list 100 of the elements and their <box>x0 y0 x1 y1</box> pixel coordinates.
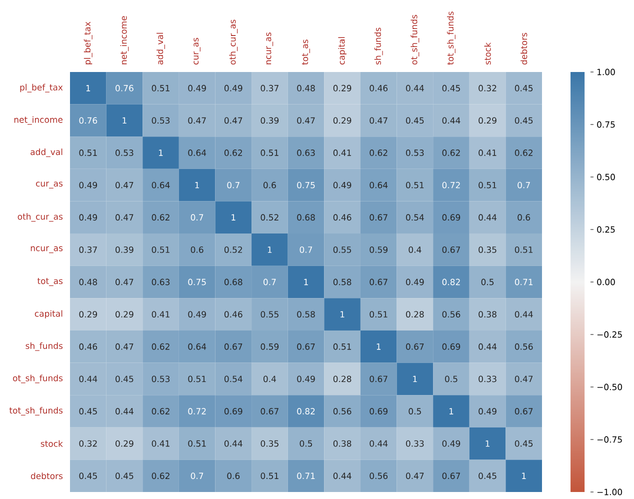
color-bar-label: 0.25 <box>597 226 615 233</box>
data-label: 0.44 <box>333 472 352 480</box>
data-label: 0.69 <box>442 343 460 350</box>
data-label: 0.56 <box>514 343 533 350</box>
data-label: 0.71 <box>297 472 315 480</box>
data-label: 0.38 <box>478 311 496 318</box>
data-label: 0.76 <box>79 117 98 124</box>
data-label: 0.72 <box>442 182 460 188</box>
data-label: 0.7 <box>190 472 204 480</box>
data-label: 0.41 <box>152 440 170 447</box>
data-label: 0.44 <box>370 440 388 447</box>
data-label: 0.33 <box>406 440 424 447</box>
x-tick-label: ot_sh_funds <box>410 14 420 64</box>
data-label: 0.29 <box>333 117 352 124</box>
data-label: 0.44 <box>442 117 460 124</box>
data-label: 0.37 <box>260 84 278 92</box>
color-bar-label: 0.75 <box>597 121 615 128</box>
data-label: 0.53 <box>406 150 424 156</box>
x-tick-label: net_income <box>120 16 129 64</box>
y-tick-label: stock <box>40 440 63 447</box>
y-tick-label: cur_as <box>36 182 63 188</box>
data-label: 0.51 <box>514 246 533 253</box>
data-label: 0.51 <box>260 150 278 156</box>
data-label: 0.51 <box>260 472 278 480</box>
data-label: 0.35 <box>478 246 496 253</box>
x-tick-label: tot_sh_funds <box>447 12 456 65</box>
data-label: 0.32 <box>79 440 97 447</box>
data-label: 0.6 <box>227 472 240 480</box>
data-label: 0.62 <box>152 343 170 350</box>
data-label: 0.62 <box>514 150 532 156</box>
data-label: 0.45 <box>116 376 134 382</box>
data-label: 0.62 <box>224 150 242 156</box>
data-label: 0.67 <box>297 343 315 350</box>
data-label: 0.67 <box>370 278 388 286</box>
x-tick-label: stock <box>484 42 491 65</box>
data-label: 0.44 <box>478 343 497 350</box>
y-tick-label: capital <box>34 310 62 318</box>
data-label: 0.44 <box>116 408 134 414</box>
data-label: 0.47 <box>116 343 134 350</box>
x-tick-label: add_val <box>156 32 165 64</box>
color-bar-label: −0.25 <box>597 331 622 338</box>
data-label: 0.35 <box>260 440 278 447</box>
data-label: 0.44 <box>406 84 424 92</box>
data-label: 0.41 <box>478 150 496 156</box>
data-label: 0.58 <box>333 278 352 286</box>
x-tick-label: cur_as <box>194 38 200 64</box>
data-label: 0.4 <box>408 246 422 253</box>
data-label: 0.51 <box>152 246 170 253</box>
data-label: 0.75 <box>188 278 206 286</box>
data-label: 0.51 <box>152 84 170 92</box>
data-label: 1 <box>522 472 526 479</box>
x-tick-label: capital <box>338 37 346 64</box>
data-label: 0.71 <box>514 278 533 286</box>
data-label: 0.52 <box>224 246 242 253</box>
data-label: 0.49 <box>297 376 315 382</box>
data-label: 1 <box>159 150 163 156</box>
color-bar-label: 1.00 <box>597 68 615 76</box>
x-tick-label: ncur_as <box>266 32 274 64</box>
data-label: 0.29 <box>116 440 134 447</box>
y-tick-label: debtors <box>30 472 63 480</box>
data-label: 0.32 <box>478 84 496 92</box>
data-label: 0.7 <box>190 214 204 221</box>
data-label: 0.62 <box>152 472 170 480</box>
data-label: 0.5 <box>481 278 494 286</box>
data-label: 0.82 <box>297 408 315 414</box>
data-label: 0.45 <box>79 472 97 480</box>
data-label: 0.29 <box>478 117 496 124</box>
data-label: 0.51 <box>79 150 97 156</box>
y-tick-label: add_val <box>30 148 62 157</box>
x-tick-label: sh_funds <box>374 28 383 65</box>
data-label: 0.59 <box>260 343 279 350</box>
data-label: 0.62 <box>370 150 388 156</box>
data-label: 0.68 <box>297 214 315 221</box>
data-label: 1 <box>232 214 236 220</box>
data-label: 0.49 <box>188 311 206 318</box>
data-label: 0.69 <box>370 408 388 414</box>
data-label: 0.76 <box>116 84 134 92</box>
data-label: 0.45 <box>514 84 533 92</box>
data-label: 0.63 <box>152 278 170 286</box>
data-label: 0.41 <box>152 311 170 318</box>
data-label: 0.4 <box>264 376 276 382</box>
data-label: 0.5 <box>445 376 458 382</box>
data-label: 0.56 <box>442 311 460 318</box>
data-label: 1 <box>195 182 199 188</box>
data-label: 0.44 <box>514 311 533 318</box>
data-label: 0.46 <box>224 311 242 318</box>
data-label: 0.68 <box>224 278 242 286</box>
data-label: 0.53 <box>152 376 170 382</box>
data-label: 0.49 <box>406 278 424 286</box>
x-tick-label: debtors <box>520 32 528 64</box>
y-tick-label: ot_sh_funds <box>12 374 63 384</box>
data-label: 0.45 <box>478 472 496 480</box>
data-label: 0.67 <box>224 343 242 350</box>
data-label: 0.49 <box>79 182 98 188</box>
data-label: 0.6 <box>264 182 276 188</box>
color-bar-label: −0.50 <box>597 384 622 390</box>
data-label: 0.62 <box>442 150 460 156</box>
x-tick-label: tot_as <box>302 40 310 65</box>
data-label: 0.49 <box>333 182 352 188</box>
data-label: 0.45 <box>116 472 134 480</box>
